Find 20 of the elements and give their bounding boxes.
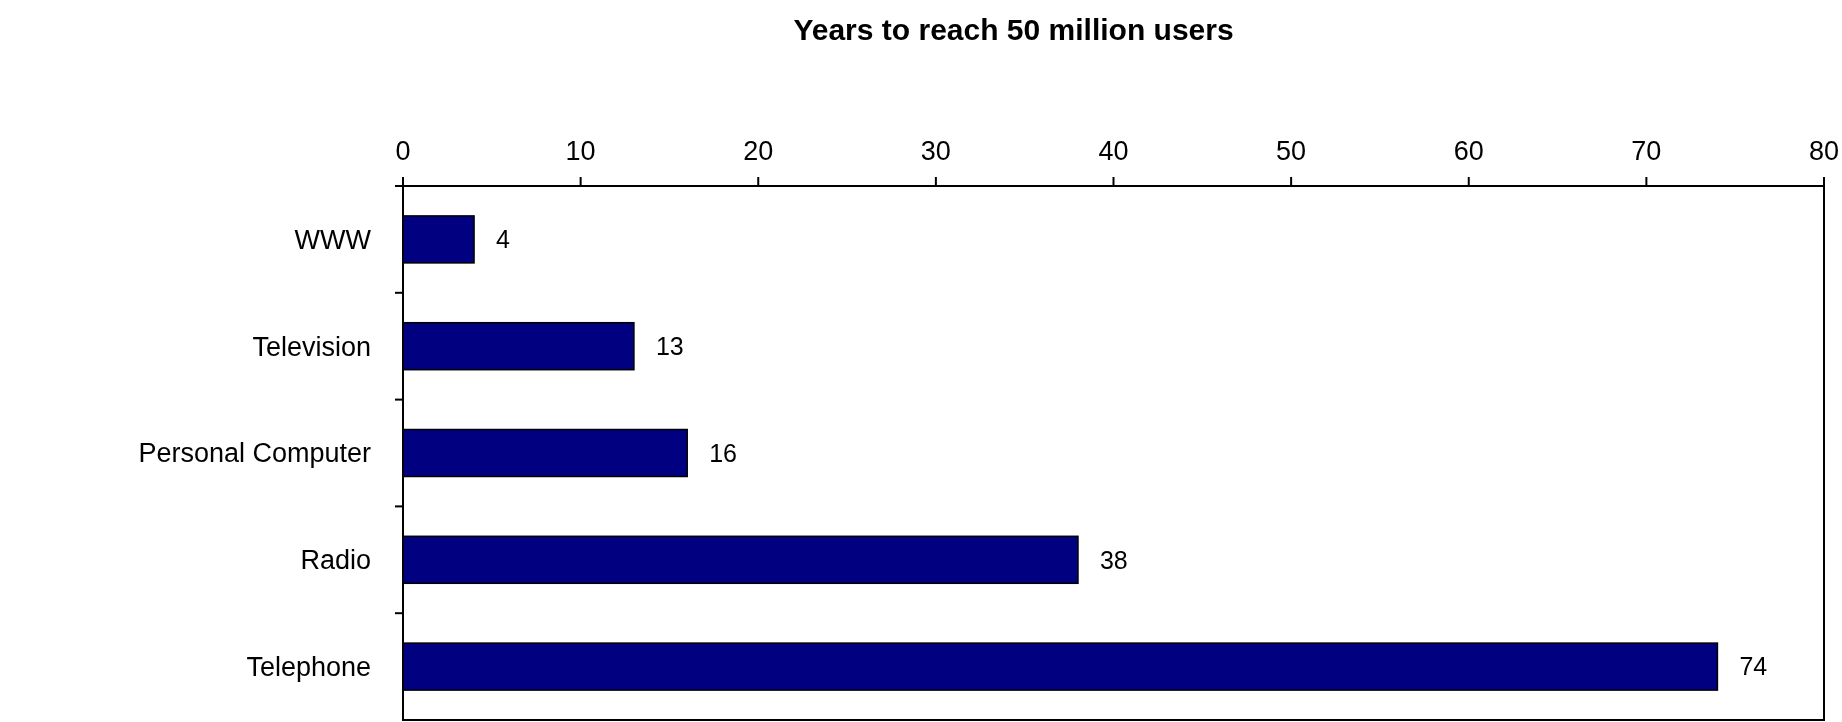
data-label: 74 [1739, 652, 1768, 681]
y-tick-label: WWW [294, 224, 372, 255]
y-tick-label: Radio [300, 545, 371, 576]
x-tick-label: 30 [920, 136, 951, 166]
y-tick-label: Personal Computer [138, 438, 371, 469]
x-tick-label: 70 [1631, 136, 1662, 166]
chart-title: Years to reach 50 million users [793, 13, 1234, 46]
x-tick-label: 60 [1453, 136, 1484, 166]
data-label: 16 [709, 438, 738, 467]
y-tick-label: Television [252, 331, 371, 362]
data-label: 13 [655, 331, 684, 360]
x-tick-label: 40 [1098, 136, 1129, 166]
x-tick-label: 50 [1276, 136, 1307, 166]
x-tick-label: 10 [565, 136, 596, 166]
x-tick-label: 0 [395, 136, 411, 166]
x-tick-label: 20 [743, 136, 774, 166]
y-tick-label: Telephone [246, 652, 371, 683]
x-tick-label: 80 [1808, 136, 1840, 166]
data-label: 4 [496, 225, 511, 254]
data-label: 38 [1099, 545, 1128, 574]
